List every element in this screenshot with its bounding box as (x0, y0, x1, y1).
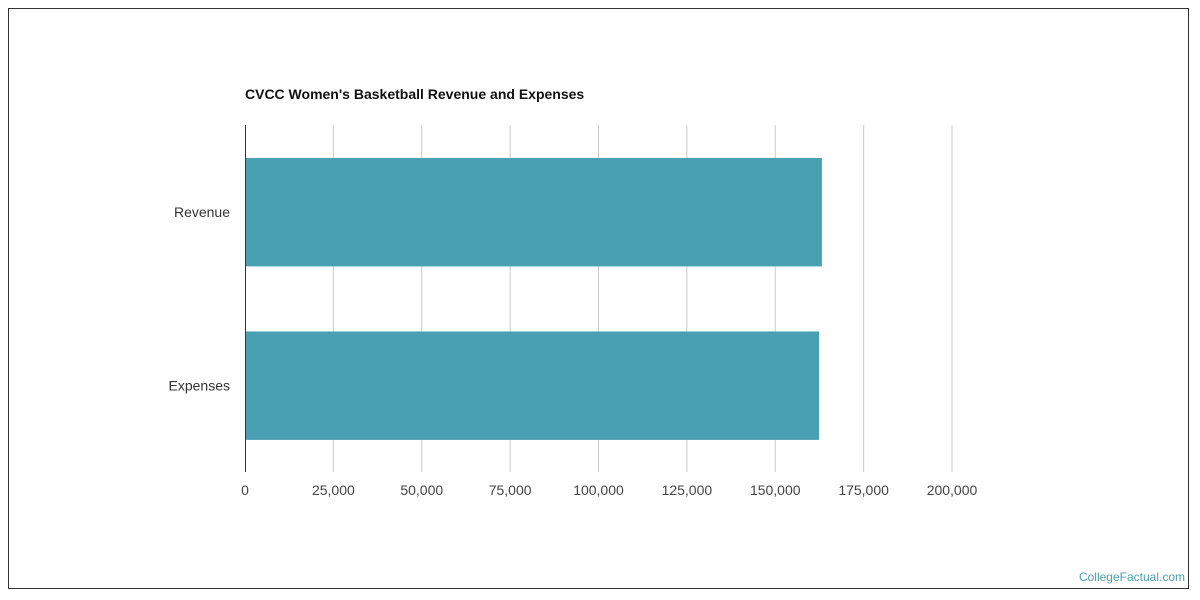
x-tick-label: 175,000 (838, 482, 889, 498)
y-category-label: Revenue (174, 204, 230, 220)
x-tick-label: 100,000 (573, 482, 624, 498)
x-tick-label: 150,000 (750, 482, 801, 498)
x-tick-label: 0 (241, 482, 249, 498)
x-tick-label: 50,000 (400, 482, 443, 498)
chart-frame (8, 8, 1189, 589)
x-tick-label: 200,000 (927, 482, 978, 498)
x-tick-label: 25,000 (312, 482, 355, 498)
bar-revenue (245, 157, 822, 267)
bar-expenses (245, 331, 820, 440)
y-category-label: Expenses (169, 378, 230, 394)
credit-link[interactable]: CollegeFactual.com (1078, 570, 1185, 584)
x-tick-label: 125,000 (662, 482, 713, 498)
x-tick-label: 75,000 (489, 482, 532, 498)
chart-title: CVCC Women's Basketball Revenue and Expe… (245, 86, 585, 102)
